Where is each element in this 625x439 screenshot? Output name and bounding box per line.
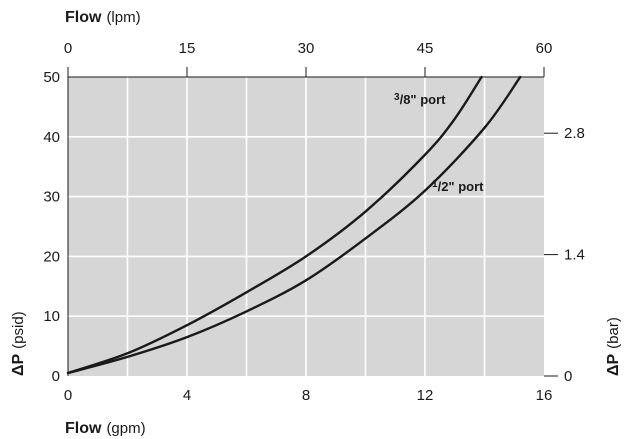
series-label-1-2-numerator: 1 xyxy=(432,179,438,190)
x-top-axis-title-bold: Flow xyxy=(65,9,102,26)
x-top-tick-label: 60 xyxy=(536,40,553,57)
series-label-1-2-rest: " port xyxy=(448,179,484,194)
series-label-1-2-denominator: 2 xyxy=(441,179,448,194)
y-left-axis-title-bold: ΔP xyxy=(10,354,27,377)
x-bottom-tick-label: 0 xyxy=(64,387,72,404)
x-bottom-axis-title-bold: Flow xyxy=(65,420,102,437)
gridlines xyxy=(68,77,544,376)
x-bottom-tick-label: 16 xyxy=(536,387,553,404)
x-top-tick-label: 30 xyxy=(298,40,315,57)
y-right-axis-title-bold: ΔP xyxy=(605,354,622,377)
y-left-axis-title-unit: (psid) xyxy=(10,311,27,349)
y-left-tick-label: 10 xyxy=(43,308,60,325)
y-left-axis-title: ΔP (psid) xyxy=(10,311,27,376)
x-top-axis-title: Flow (lpm) xyxy=(65,9,141,26)
curves xyxy=(66,75,522,375)
y-left-tick-label: 50 xyxy=(43,69,60,86)
x-bottom-axis-title-unit: (gpm) xyxy=(106,420,145,437)
y-right-tick-label: 0 xyxy=(564,368,572,385)
x-bottom-tick-label: 12 xyxy=(417,387,434,404)
x-top-tick-label: 0 xyxy=(64,40,72,57)
series-line-1-2-port xyxy=(66,75,522,375)
y-left-tick-label: 20 xyxy=(43,248,60,265)
y-left-tick-label: 0 xyxy=(52,368,60,385)
x-bottom-tick-label: 4 xyxy=(183,387,191,404)
y-left-tick-label: 30 xyxy=(43,189,60,206)
y-right-axis-title-unit: (bar) xyxy=(605,317,622,349)
y-right-tick-label: 1.4 xyxy=(564,247,585,264)
series-label-3-8-numerator: 3 xyxy=(394,92,400,103)
y-right-tick-label: 2.8 xyxy=(564,125,585,142)
y-left-tick-label: 40 xyxy=(43,129,60,146)
y-right-axis-title: ΔP (bar) xyxy=(605,317,622,376)
series-label-3-8-rest: " port xyxy=(410,92,446,107)
x-top-tick-label: 15 xyxy=(179,40,196,57)
x-bottom-axis-title: Flow (gpm) xyxy=(65,420,146,437)
series-label-3-8-port: 3/8" port xyxy=(394,92,446,107)
x-bottom-tick-label: 8 xyxy=(302,387,310,404)
x-top-tick-label: 45 xyxy=(417,40,434,57)
series-line-3-8-port xyxy=(66,75,483,375)
series-label-3-8-denominator: 8 xyxy=(403,92,410,107)
series-label-1-2-port: 1/2" port xyxy=(432,179,484,194)
x-top-axis-title-unit: (lpm) xyxy=(106,9,140,26)
